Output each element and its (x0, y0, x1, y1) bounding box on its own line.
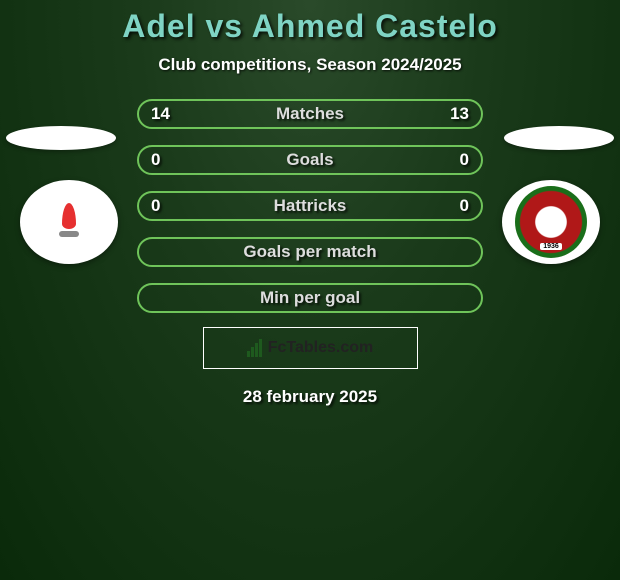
club-badge-right-inner: 1936 (515, 186, 587, 258)
bars-icon (247, 339, 262, 357)
stat-row-hattricks: 0 Hattricks 0 (137, 191, 483, 221)
page-subtitle: Club competitions, Season 2024/2025 (0, 55, 620, 75)
player-right-platform (504, 126, 614, 150)
player-left-platform (6, 126, 116, 150)
stat-label: Goals (286, 150, 333, 170)
stat-row-min-per-goal: Min per goal (137, 283, 483, 313)
stat-right-value: 0 (460, 150, 469, 170)
stat-left-value: 0 (151, 196, 160, 216)
stat-right-value: 13 (450, 104, 469, 124)
stat-left-value: 14 (151, 104, 170, 124)
stat-row-goals-per-match: Goals per match (137, 237, 483, 267)
stat-label: Goals per match (243, 242, 376, 262)
stat-label: Hattricks (274, 196, 347, 216)
attribution-text: FcTables.com (268, 339, 374, 357)
club-badge-right: 1936 (502, 180, 600, 264)
stat-row-goals: 0 Goals 0 (137, 145, 483, 175)
stat-right-value: 0 (460, 196, 469, 216)
attribution-box: FcTables.com (203, 327, 418, 369)
stat-row-matches: 14 Matches 13 (137, 99, 483, 129)
page-title: Adel vs Ahmed Castelo (0, 0, 620, 45)
stat-label: Matches (276, 104, 344, 124)
club-badge-right-year: 1936 (540, 243, 562, 250)
club-badge-left (20, 180, 118, 264)
club-badge-left-inner (56, 203, 82, 241)
stat-label: Min per goal (260, 288, 360, 308)
flame-icon (56, 203, 82, 241)
footer-date: 28 february 2025 (0, 387, 620, 407)
stat-left-value: 0 (151, 150, 160, 170)
